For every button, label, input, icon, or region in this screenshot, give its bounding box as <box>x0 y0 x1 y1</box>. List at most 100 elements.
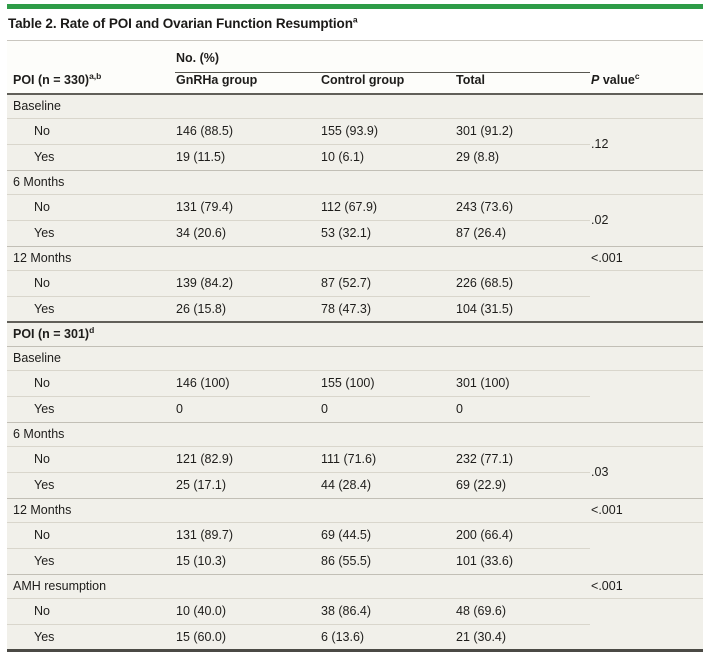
cell-gnrha: 25 (17.1) <box>175 471 320 498</box>
cell-total: 232 (77.1) <box>455 445 591 472</box>
cell-control: 10 (6.1) <box>320 143 455 170</box>
cell-total: 226 (68.5) <box>455 269 591 296</box>
row-label: Yes <box>7 219 175 246</box>
accent-bar <box>7 4 703 9</box>
row-label: No <box>7 193 175 220</box>
p-value-cell: <.001 <box>590 497 704 522</box>
p-value-cell: <.001 <box>590 245 704 270</box>
section-row-s2-12months: 12 Months <.001 <box>7 497 704 522</box>
row-label: Yes <box>7 547 175 574</box>
row-label: No <box>7 117 175 144</box>
table-header: No. (%) POI (n = 330)a,b GnRHa group Con… <box>7 41 704 94</box>
cell-control: 86 (55.5) <box>320 547 455 574</box>
part-label-text: POI (n = 301) <box>13 327 90 342</box>
data-row-s2-baseline-no: No 146 (100) 155 (100) 301 (100) <box>7 369 704 422</box>
spanner-row: No. (%) <box>7 41 704 73</box>
section-label: Baseline <box>7 93 591 118</box>
data-row-s2-12months-no: No 131 (89.7) 69 (44.5) 200 (66.4) <box>7 521 704 574</box>
data-row-s2-6months-no: No 121 (82.9) 111 (71.6) 232 (77.1) .03 <box>7 445 704 498</box>
section-row-s2-baseline: Baseline <box>7 345 704 370</box>
section-row-s2-amh-resumption: AMH resumption <.001 <box>7 573 704 598</box>
cell-control: 87 (52.7) <box>320 269 455 296</box>
p-value-cell <box>590 421 704 446</box>
column-header-total: Total <box>455 72 591 94</box>
p-header-italic: P <box>591 73 600 87</box>
data-row-s2-amh-no: No 10 (40.0) 38 (86.4) 48 (69.6) <box>7 597 704 650</box>
column-header-pvalue: P valuec <box>590 72 704 94</box>
row-label: Yes <box>7 395 175 422</box>
cell-gnrha: 19 (11.5) <box>175 143 320 170</box>
p-value-cell <box>590 597 704 650</box>
section-row-s1-6months: 6 Months <box>7 169 704 194</box>
cell-total: 200 (66.4) <box>455 521 591 548</box>
row-label: No <box>7 597 175 624</box>
cell-gnrha: 34 (20.6) <box>175 219 320 246</box>
part-header-row-poi-301: POI (n = 301)d <box>7 321 704 346</box>
cell-control: 69 (44.5) <box>320 521 455 548</box>
row-label: No <box>7 445 175 472</box>
section-label: Baseline <box>7 345 591 370</box>
row-label: No <box>7 269 175 296</box>
p-value-cell <box>590 269 704 322</box>
cell-gnrha: 26 (15.8) <box>175 295 320 322</box>
data-row-s2-amh-yes: Yes 15 (60.0) 6 (13.6) 21 (30.4) <box>7 623 703 650</box>
part-label-footnote: d <box>89 325 95 336</box>
cell-gnrha: 139 (84.2) <box>175 269 320 296</box>
cell-gnrha: 10 (40.0) <box>175 597 320 624</box>
table-title-footnote: a <box>352 14 358 25</box>
row-label: Yes <box>7 623 175 650</box>
cell-total: 301 (100) <box>455 369 591 396</box>
cell-total: 21 (30.4) <box>455 623 591 650</box>
cell-total: 87 (26.4) <box>455 219 591 246</box>
cell-gnrha: 121 (82.9) <box>175 445 320 472</box>
stub-footnote: a,b <box>89 70 102 81</box>
column-header-gnrha: GnRHa group <box>175 72 320 94</box>
cell-control: 155 (100) <box>320 369 455 396</box>
cell-control: 44 (28.4) <box>320 471 455 498</box>
cell-control: 0 <box>320 395 455 422</box>
p-value-cell: .03 <box>590 445 704 498</box>
cell-total: 29 (8.8) <box>455 143 591 170</box>
section-label: AMH resumption <box>7 573 591 598</box>
cell-control: 38 (86.4) <box>320 597 455 624</box>
cell-total: 69 (22.9) <box>455 471 591 498</box>
group-spanner-header: No. (%) <box>175 41 591 73</box>
cell-control: 53 (32.1) <box>320 219 455 246</box>
cell-control: 6 (13.6) <box>320 623 455 650</box>
cell-gnrha: 0 <box>175 395 320 422</box>
data-row-s1-6months-no: No 131 (79.4) 112 (67.9) 243 (73.6) .02 <box>7 193 704 246</box>
results-table: No. (%) POI (n = 330)a,b GnRHa group Con… <box>7 41 704 652</box>
column-header-control: Control group <box>320 72 455 94</box>
p-value-cell: .12 <box>590 117 704 170</box>
p-value-cell <box>590 93 704 118</box>
cell-gnrha: 15 (60.0) <box>175 623 320 650</box>
cell-gnrha: 146 (88.5) <box>175 117 320 144</box>
section-label: 12 Months <box>7 497 591 522</box>
cell-gnrha: 15 (10.3) <box>175 547 320 574</box>
cell-total: 48 (69.6) <box>455 597 591 624</box>
p-value-cell <box>590 369 704 422</box>
cell-control: 78 (47.3) <box>320 295 455 322</box>
table-title-text: Table 2. Rate of POI and Ovarian Functio… <box>8 16 353 31</box>
cell-total: 101 (33.6) <box>455 547 591 574</box>
cell-total: 301 (91.2) <box>455 117 591 144</box>
section-row-s1-baseline: Baseline <box>7 93 704 118</box>
row-label: Yes <box>7 471 175 498</box>
p-value-cell: .02 <box>590 193 704 246</box>
cell-total: 243 (73.6) <box>455 193 591 220</box>
table-title: Table 2. Rate of POI and Ovarian Functio… <box>7 9 703 41</box>
p-header-rest: value <box>599 73 635 87</box>
p-value-cell <box>590 169 704 194</box>
cell-gnrha: 131 (79.4) <box>175 193 320 220</box>
data-row-s1-baseline-no: No 146 (88.5) 155 (93.9) 301 (91.2) .12 <box>7 117 704 170</box>
cell-control: 111 (71.6) <box>320 445 455 472</box>
section-row-s1-12months: 12 Months <.001 <box>7 245 704 270</box>
stub-label: POI (n = 330) <box>13 73 90 87</box>
data-row-s1-baseline-yes: Yes 19 (11.5) 10 (6.1) 29 (8.8) <box>7 143 703 170</box>
cell-control: 155 (93.9) <box>320 117 455 144</box>
row-label: No <box>7 369 175 396</box>
data-row-s2-12months-yes: Yes 15 (10.3) 86 (55.5) 101 (33.6) <box>7 547 703 574</box>
cell-gnrha: 146 (100) <box>175 369 320 396</box>
column-header-stub: POI (n = 330)a,b <box>7 70 175 94</box>
